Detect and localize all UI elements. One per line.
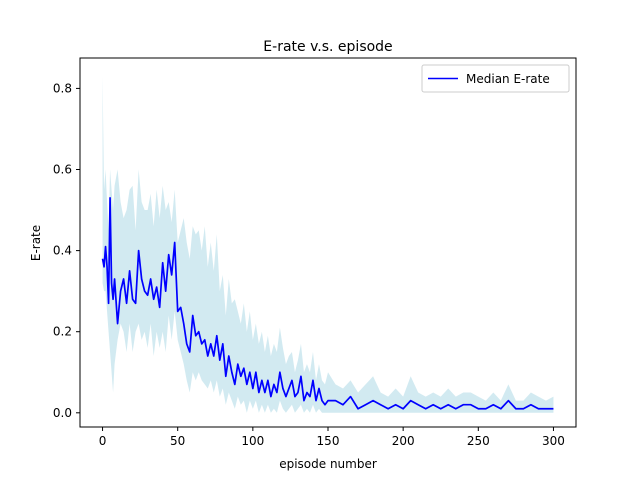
y-axis-label: E-rate xyxy=(29,225,43,261)
y-tick-label: 0.2 xyxy=(53,325,72,339)
median-e-rate-line xyxy=(101,197,554,410)
y-tick-label: 0.4 xyxy=(53,244,72,258)
chart-title: E-rate v.s. episode xyxy=(263,39,392,55)
plot-area xyxy=(101,76,554,413)
plot-frame xyxy=(79,57,577,428)
x-tick-label: 100 xyxy=(241,434,264,448)
x-tick-label: 250 xyxy=(467,434,490,448)
x-axis-label: episode number xyxy=(279,457,377,471)
y-axis: 0.0 0.2 0.4 0.6 0.8 xyxy=(53,81,80,420)
y-tick-label: 0.8 xyxy=(53,81,72,95)
y-tick-label: 0.0 xyxy=(53,406,72,420)
x-tick-label: 300 xyxy=(542,434,565,448)
x-tick-label: 200 xyxy=(392,434,415,448)
x-tick-label: 150 xyxy=(317,434,340,448)
e-rate-spread-band xyxy=(102,76,554,413)
legend-label: Median E-rate xyxy=(466,72,550,86)
legend-frame xyxy=(421,64,570,93)
x-axis: 0 50 100 150 200 250 300 xyxy=(99,427,565,448)
legend: Median E-rate xyxy=(421,64,570,93)
x-tick-label: 50 xyxy=(170,434,185,448)
x-tick-label: 0 xyxy=(99,434,107,448)
y-tick-label: 0.6 xyxy=(53,163,72,177)
